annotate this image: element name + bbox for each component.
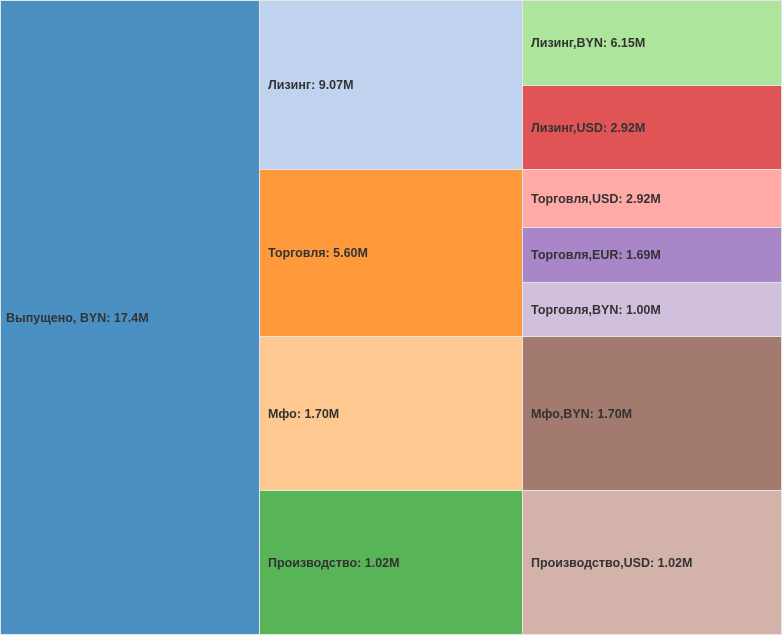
treemap-node-label: Мфо,BYN: 1.70M [531,406,633,421]
treemap-node-l[interactable]: Лизинг: 9.07M [259,0,523,170]
treemap-node-m[interactable]: Мфо: 1.70M [259,336,523,491]
treemap-node-lu[interactable]: Лизинг,USD: 2.92M [522,85,782,170]
treemap-node-t[interactable]: Торговля: 5.60M [259,169,523,337]
treemap-node-label: Лизинг,USD: 2.92M [531,120,646,135]
treemap-node-label: Производство: 1.02M [268,555,400,570]
treemap-node-root[interactable]: Выпущено, BYN: 17.4M [0,0,260,635]
treemap-node-lb[interactable]: Лизинг,BYN: 6.15M [522,0,782,86]
treemap-node-pu[interactable]: Производство,USD: 1.02M [522,490,782,635]
treemap-node-tu[interactable]: Торговля,USD: 2.92M [522,169,782,228]
treemap-node-label: Лизинг,BYN: 6.15M [531,36,646,50]
treemap-node-label: Мфо: 1.70M [268,406,340,421]
treemap-node-label: Торговля,USD: 2.92M [531,191,661,206]
treemap-node-label: Лизинг: 9.07M [268,78,354,92]
treemap-node-p[interactable]: Производство: 1.02M [259,490,523,635]
treemap-node-label: Производство,USD: 1.02M [531,555,693,570]
treemap-node-label: Торговля: 5.60M [268,246,368,260]
treemap-node-label: Торговля,EUR: 1.69M [531,248,661,262]
treemap-node-label: Выпущено, BYN: 17.4M [6,310,149,325]
treemap-node-mb[interactable]: Мфо,BYN: 1.70M [522,336,782,491]
treemap-node-te[interactable]: Торговля,EUR: 1.69M [522,227,782,283]
treemap-node-label: Торговля,BYN: 1.00M [531,302,661,317]
treemap-node-tb[interactable]: Торговля,BYN: 1.00M [522,282,782,337]
